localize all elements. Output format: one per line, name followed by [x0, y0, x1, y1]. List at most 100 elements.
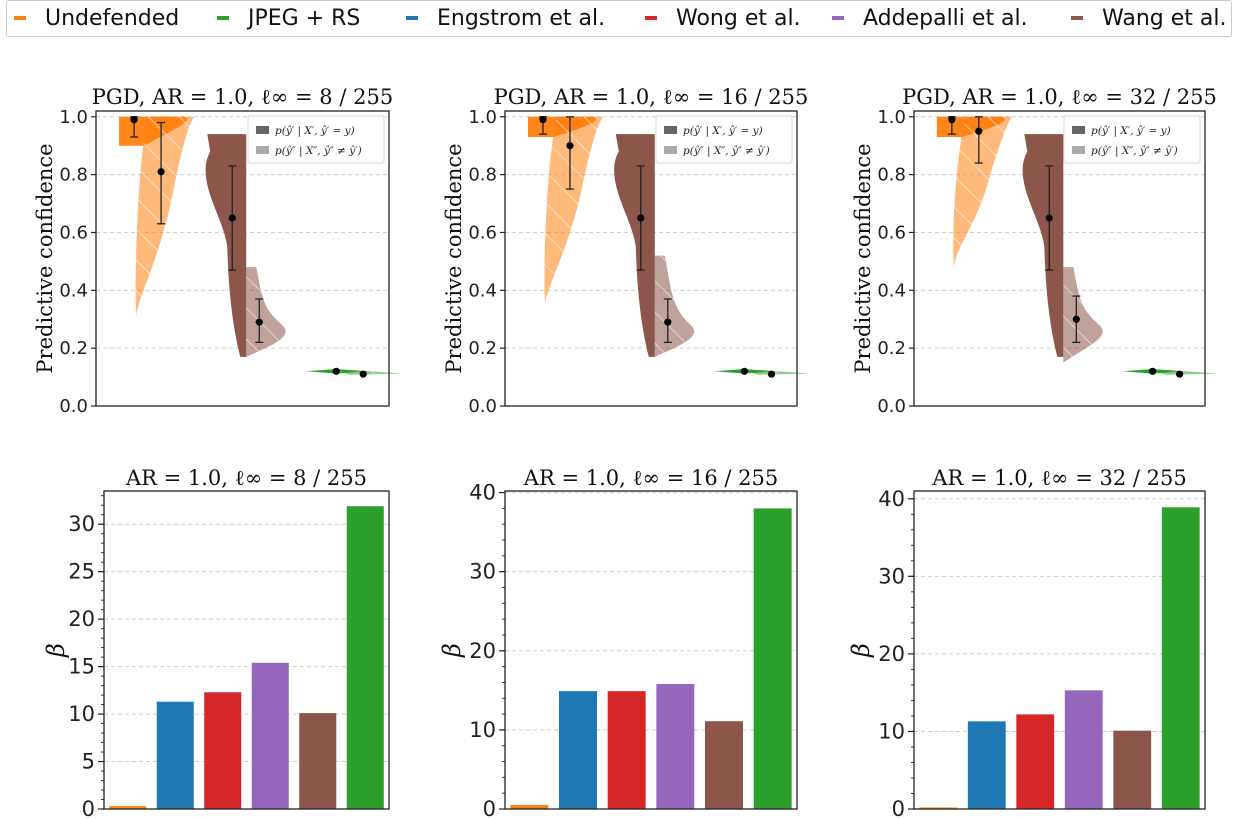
y-tick-label: 0.6	[59, 222, 88, 243]
inset-legend-box	[1063, 115, 1201, 164]
mean-point	[359, 370, 367, 378]
legend-label: Wang et al.	[1102, 5, 1227, 31]
y-axis-label: Predictive confidence	[442, 143, 466, 373]
bar-wang-et-al	[705, 721, 743, 809]
y-tick-label: 30	[68, 512, 95, 536]
y-tick-label: 0	[82, 797, 95, 819]
legend-item-undefended: Undefended	[14, 4, 179, 32]
y-tick-label: 1.0	[468, 107, 497, 128]
violin-wrong-hatch	[246, 267, 286, 357]
legend-label: Wong et al.	[676, 5, 801, 31]
bar-jpeg-rs	[346, 506, 384, 809]
bar-panel-1: 0 5 10 15 20 25 30 AR = 1.0, ℓ∞ = 8 / 255 β	[42, 466, 390, 819]
y-tick-label: 0.6	[877, 222, 906, 243]
violin-wrong-hatch	[953, 116, 1012, 268]
inset-legend-label-wrong: p(ŷ″ | X″, ŷ″ ≠ ŷ′)	[275, 144, 362, 158]
violin-wrong-hatch	[338, 369, 403, 375]
bar-wang-et-al	[1113, 730, 1152, 809]
inset-legend-label-correct: p(ŷ′ | X′, ŷ′ = y)	[275, 124, 355, 138]
panel-title: PGD, AR = 1.0, ℓ∞ = 32 / 255	[902, 85, 1217, 109]
inset-legend-label-wrong: p(ŷ″ | X″, ŷ″ ≠ ŷ′)	[683, 144, 770, 158]
legend-swatch	[645, 16, 657, 20]
y-tick-label: 30	[878, 564, 905, 588]
y-tick-label: 5	[82, 750, 95, 774]
legend-label: Addepalli et al.	[863, 5, 1028, 31]
inset-legend-label-correct: p(ŷ′ | X′, ŷ′ = y)	[683, 124, 763, 138]
inset-legend-swatch-correct	[1072, 126, 1085, 134]
legend-item-engstrom: Engstrom et al.	[406, 4, 605, 32]
y-tick-label: 20	[469, 639, 496, 663]
mean-point	[566, 142, 574, 150]
legend-item-wang: Wang et al.	[1071, 4, 1226, 32]
y-tick-label: 0.2	[877, 338, 906, 359]
bar-jpeg-rs	[753, 508, 792, 809]
y-tick-label: 10	[469, 718, 496, 742]
y-tick-label: 0.8	[468, 165, 497, 186]
mean-point	[130, 116, 138, 124]
inset-legend-swatch-wrong	[1072, 146, 1085, 154]
y-axis-label: β	[847, 643, 875, 658]
plot-frame	[103, 490, 390, 810]
mean-point	[664, 318, 672, 326]
mean-point	[767, 370, 776, 378]
y-tick-label: 0.0	[877, 396, 906, 417]
bar-undefended	[510, 805, 549, 809]
plot-frame	[913, 110, 1206, 407]
mean-point	[1149, 367, 1157, 375]
violin-wrong-hatch	[654, 255, 695, 357]
bar-undefended	[919, 807, 958, 809]
mean-point	[975, 127, 983, 135]
y-tick-label: 10	[878, 719, 905, 743]
y-tick-label: 0.4	[877, 280, 906, 301]
plot-frame	[504, 110, 798, 407]
y-tick-label: 0.8	[59, 165, 88, 186]
inset-legend-swatch-correct	[664, 126, 677, 134]
inset-legend-swatch-wrong	[256, 146, 269, 154]
mean-point	[637, 214, 645, 222]
violin-correct	[614, 134, 655, 357]
violin-wrong-hatch	[544, 116, 603, 305]
y-tick-label: 10	[68, 702, 95, 726]
violin-wrong-hatch	[746, 369, 811, 375]
y-tick-label: 40	[878, 487, 905, 511]
violin-panel-3: 0.0 0.2 0.4 0.6 0.8 1.0 p(ŷ′ | X′, ŷ′ = y) p(ŷ″…	[851, 85, 1219, 417]
bar-engstrom-et-al	[156, 701, 194, 809]
y-tick-label: 40	[469, 481, 496, 505]
y-tick-label: 0.2	[468, 338, 497, 359]
bar-panel-3: 0 10 20 30 40 AR = 1.0, ℓ∞ = 32 / 255 β	[847, 466, 1206, 819]
bar-panel-2: 0 10 20 30 40 AR = 1.0, ℓ∞ = 16 / 255 β	[438, 466, 798, 819]
y-tick-label: 0.2	[59, 338, 88, 359]
mean-point	[1045, 214, 1053, 222]
mean-point	[1072, 315, 1080, 323]
violin-panel-1: 0.0 0.2 0.4 0.6 0.8 1.0 p(ŷ′ | X′, ŷ′ = y) p(ŷ″…	[33, 85, 403, 417]
y-tick-label: 20	[68, 607, 95, 631]
plot-frame	[504, 490, 798, 810]
bar-jpeg-rs	[1161, 507, 1200, 809]
y-tick-label: 0.0	[59, 396, 88, 417]
mean-point	[948, 116, 956, 124]
y-tick-label: 0.4	[468, 280, 497, 301]
violin-wrong-hatch	[1154, 369, 1219, 375]
legend-label: Undefended	[45, 5, 180, 31]
panel-title: AR = 1.0, ℓ∞ = 32 / 255	[931, 466, 1186, 490]
inset-legend-swatch-wrong	[664, 146, 677, 154]
legend-item-wong: Wong et al.	[645, 4, 801, 32]
inset-legend-box	[655, 115, 793, 164]
y-tick-label: 15	[68, 655, 95, 679]
legend-item-addepalli: Addepalli et al.	[832, 4, 1028, 32]
panel-title: PGD, AR = 1.0, ℓ∞ = 16 / 255	[494, 85, 809, 109]
legend-swatch	[14, 16, 26, 20]
y-axis-label: Predictive confidence	[33, 143, 57, 373]
plot-frame	[95, 110, 390, 407]
violin-correct	[205, 134, 247, 357]
inset-legend-swatch-correct	[256, 126, 269, 134]
violin-panel-2: 0.0 0.2 0.4 0.6 0.8 1.0 p(ŷ′ | X′, ŷ′ = y) p(ŷ″…	[442, 85, 811, 417]
legend-swatch	[832, 16, 844, 20]
legend-label: JPEG + RS	[248, 5, 361, 31]
legend-swatch	[217, 16, 229, 20]
mean-point	[255, 318, 263, 326]
inset-legend-label-wrong: p(ŷ″ | X″, ŷ″ ≠ ŷ′)	[1091, 144, 1178, 158]
y-tick-label: 30	[469, 560, 496, 584]
inset-legend-box	[247, 115, 385, 164]
